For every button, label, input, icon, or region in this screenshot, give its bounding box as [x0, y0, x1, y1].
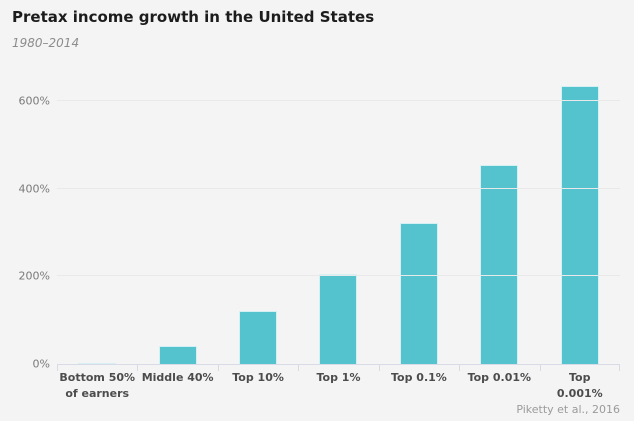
bar: [158, 345, 197, 364]
x-axis-label: Top 1%: [316, 371, 361, 384]
x-axis-tick: [298, 364, 300, 371]
bar: [319, 274, 358, 364]
plot-area: Bottom 50% of earners Middle 40% Top 10% To…: [57, 75, 620, 400]
x-axis-tick: [619, 364, 620, 371]
category-column: Top 0.01%: [459, 75, 539, 384]
bar-columns: Bottom 50% of earners Middle 40% Top 10% To…: [57, 75, 620, 400]
x-axis-tick: [459, 364, 461, 371]
x-axis-label: Top 10%: [232, 371, 284, 384]
chart-title: Pretax income growth in the United State…: [12, 8, 375, 26]
x-axis-label: Top 0.001%: [556, 371, 603, 400]
gridline: [57, 275, 620, 277]
category-column: Top 1%: [298, 75, 378, 384]
y-tick-label: 0%: [32, 357, 50, 371]
bar: [560, 85, 599, 364]
y-tick-label: 200%: [18, 269, 50, 283]
category-column: Middle 40%: [137, 75, 217, 384]
x-axis-tick: [378, 364, 380, 371]
y-tick-label: 400%: [18, 182, 50, 196]
bar: [399, 223, 438, 364]
source-credit: Piketty et al., 2016: [516, 403, 620, 416]
gridline: [57, 187, 620, 189]
x-axis-label: Top 0.01%: [467, 371, 532, 384]
x-axis-label: Top 0.1%: [390, 371, 447, 384]
chart-subtitle: 1980–2014: [12, 36, 80, 50]
bar: [480, 165, 519, 364]
x-axis-tick: [137, 364, 139, 371]
gridline: [57, 100, 620, 102]
y-axis: 0% 200% 400% 600%: [0, 75, 50, 371]
category-column: Top 0.1%: [379, 75, 459, 384]
category-column: Top 0.001%: [540, 75, 620, 400]
x-axis-label: Middle 40%: [141, 371, 214, 384]
bar: [239, 311, 278, 364]
x-axis-tick: [539, 364, 541, 371]
x-axis-tick: [217, 364, 219, 371]
y-tick-label: 600%: [18, 94, 50, 108]
x-axis-tick: [57, 364, 58, 371]
category-column: Top 10%: [218, 75, 298, 384]
x-axis-label: Bottom 50% of earners: [59, 371, 136, 400]
category-column: Bottom 50% of earners: [57, 75, 137, 400]
bar: [78, 363, 117, 364]
